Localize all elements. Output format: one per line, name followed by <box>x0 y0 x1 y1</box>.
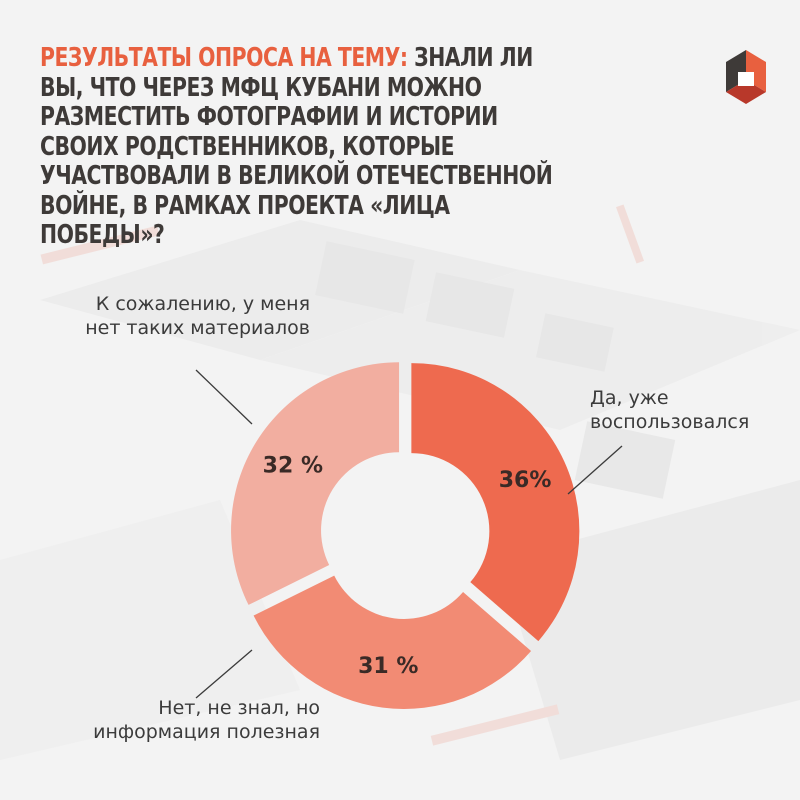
label-no-materials: К сожалению, у меня нет таких материалов <box>85 293 310 339</box>
page-title: Результаты опроса на тему: знали ли вы, … <box>40 43 568 251</box>
slice-no-materials <box>231 362 400 605</box>
value-label-yes: 36% <box>499 468 552 493</box>
leader-line-yes <box>567 445 623 495</box>
leader-line-no-useful <box>195 649 253 699</box>
title-highlight: Результаты опроса на тему: <box>40 43 408 73</box>
label-no-useful: Нет, не знал, но информация полезная <box>93 697 320 743</box>
slice-no-useful <box>253 575 532 709</box>
title-question: знали ли вы, что через МФЦ Кубани можно … <box>40 43 553 250</box>
label-yes: Да, уже воспользовался <box>590 387 750 433</box>
mfc-logo-icon <box>726 50 766 104</box>
slice-yes <box>411 363 580 642</box>
value-label-no-materials: 32 % <box>263 453 323 478</box>
value-label-no-useful: 31 % <box>358 654 418 679</box>
leader-line-no-materials <box>195 369 253 425</box>
